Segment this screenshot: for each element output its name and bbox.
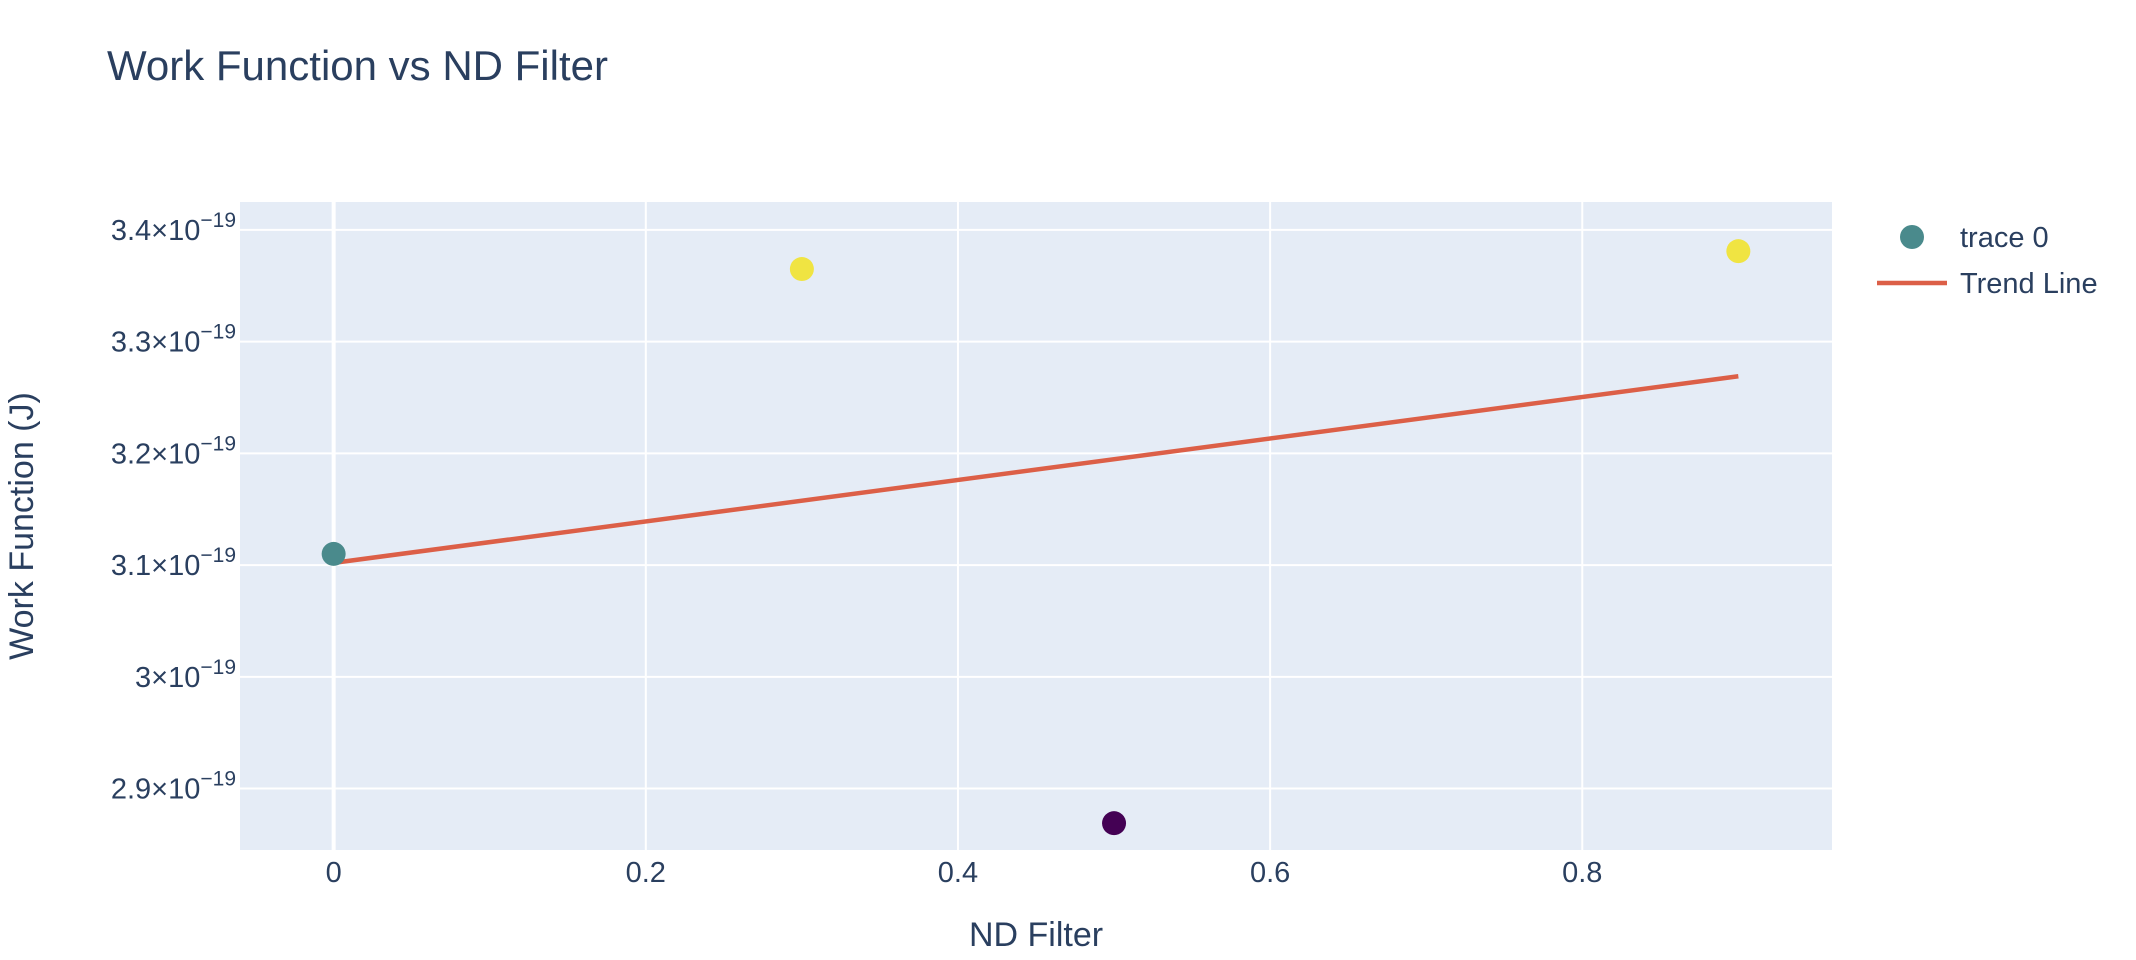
series-layer: [321, 239, 1751, 836]
legend-item-trace-0[interactable]: trace 0: [1900, 222, 2049, 254]
y-axis-ticks: 2.9×10−193×10−193.1×10−193.2×10−193.3×10…: [111, 209, 236, 806]
data-point: [321, 541, 346, 566]
y-tick-exponent: −19: [200, 432, 236, 455]
x-tick-label: 0.4: [938, 857, 978, 889]
y-tick-label: 3.4×10−19: [111, 209, 236, 247]
y-tick-mantissa: 3.4×10: [111, 215, 201, 247]
data-point: [1102, 811, 1127, 836]
y-tick-label: 3×10−19: [135, 656, 236, 694]
y-tick-mantissa: 3.1×10: [111, 550, 201, 582]
data-point: [1726, 239, 1751, 264]
x-tick-label: 0.2: [626, 857, 666, 889]
trend-line: [333, 374, 1739, 566]
x-tick-label: 0.8: [1562, 857, 1602, 889]
y-tick-label: 3.1×10−19: [111, 544, 236, 582]
y-tick-mantissa: 2.9×10: [111, 774, 201, 806]
x-axis-title: ND Filter: [969, 916, 1103, 954]
y-tick-exponent: −19: [200, 656, 236, 679]
y-axis-title: Work Function (J): [3, 392, 41, 660]
legend-item-trend-line[interactable]: Trend Line: [1877, 268, 2098, 300]
x-tick-label: 0: [326, 857, 342, 889]
y-tick-exponent: −19: [200, 768, 236, 791]
legend-label: Trend Line: [1960, 268, 2098, 300]
legend-marker: [1900, 225, 1924, 249]
y-tick-mantissa: 3.2×10: [111, 438, 201, 470]
plot-area: [240, 202, 1832, 850]
data-point: [789, 257, 814, 282]
legend[interactable]: trace 0 Trend Line: [1877, 222, 2098, 300]
grid-lines: [240, 202, 1832, 850]
x-tick-label: 0.6: [1250, 857, 1290, 889]
y-tick-exponent: −19: [200, 321, 236, 344]
y-tick-exponent: −19: [200, 544, 236, 567]
y-tick-label: 3.2×10−19: [111, 432, 236, 470]
y-tick-label: 3.3×10−19: [111, 321, 236, 359]
y-tick-label: 2.9×10−19: [111, 768, 236, 806]
y-tick-mantissa: 3.3×10: [111, 327, 201, 359]
y-tick-exponent: −19: [200, 209, 236, 232]
chart-title: Work Function vs ND Filter: [107, 42, 608, 89]
legend-label: trace 0: [1960, 222, 2049, 254]
y-tick-mantissa: 3×10: [135, 662, 200, 694]
x-axis-ticks: 0 0.2 0.4 0.6 0.8: [326, 857, 1603, 889]
